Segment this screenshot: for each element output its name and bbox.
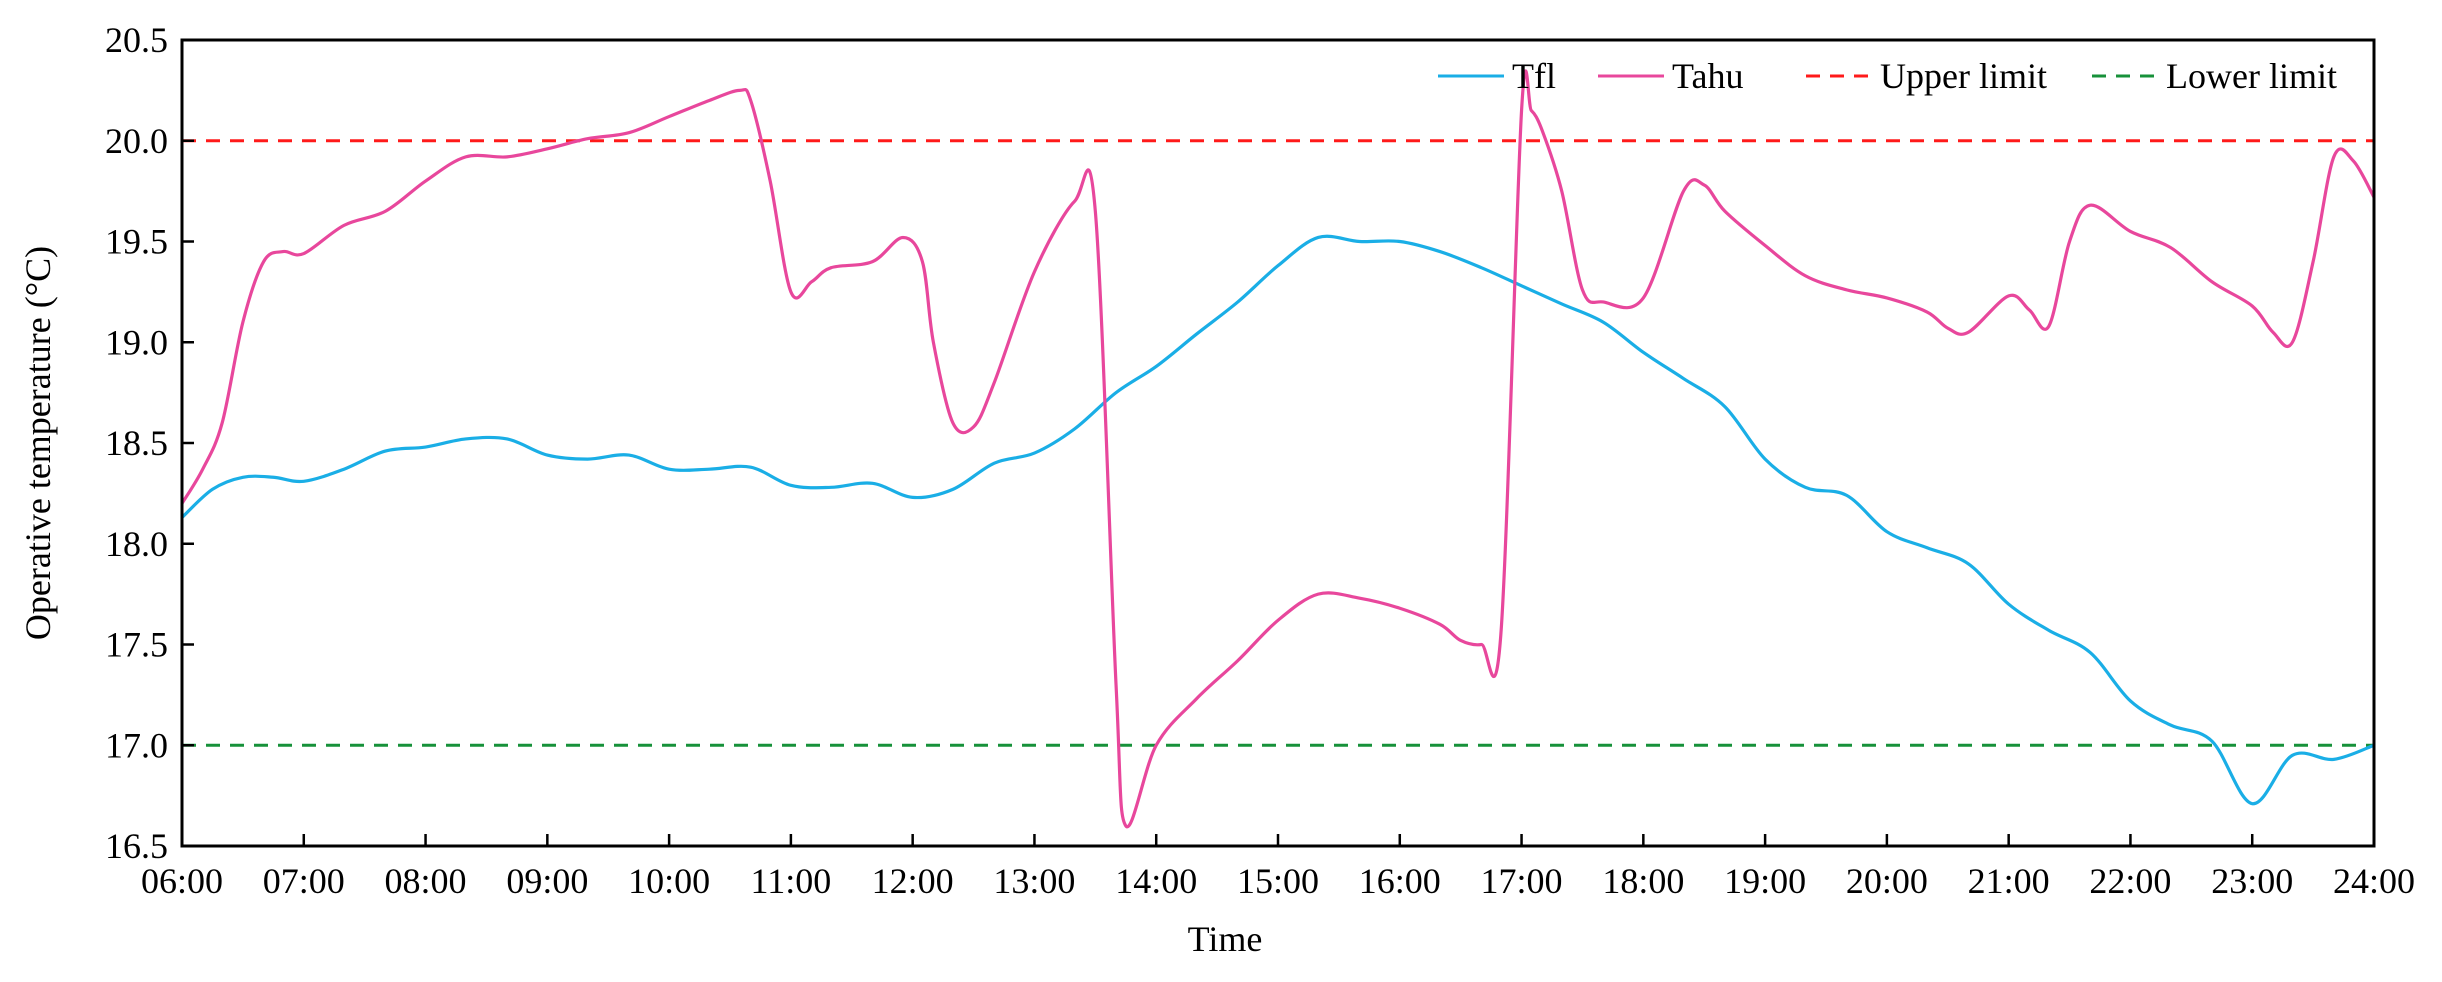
x-tick-label: 10:00 bbox=[628, 861, 710, 901]
legend-label: Tahu bbox=[1672, 56, 1743, 96]
legend-item-tfl: Tfl bbox=[1438, 56, 1556, 96]
legend-label: Tfl bbox=[1512, 56, 1556, 96]
x-tick-label: 08:00 bbox=[385, 861, 467, 901]
x-tick-label: 17:00 bbox=[1481, 861, 1563, 901]
x-tick-label: 23:00 bbox=[2211, 861, 2293, 901]
x-tick-label: 22:00 bbox=[2089, 861, 2171, 901]
legend-item-lower-limit: Lower limit bbox=[2092, 56, 2337, 96]
legend: Tfl Tahu Upper limit Lower limit bbox=[1438, 56, 2337, 96]
limit-lines bbox=[182, 139, 2374, 747]
series-line-tahu bbox=[182, 69, 2374, 829]
legend-item-upper-limit: Upper limit bbox=[1806, 56, 2047, 96]
x-tick-label: 09:00 bbox=[506, 861, 588, 901]
series-line-tfl bbox=[182, 234, 2374, 806]
y-tick-label: 17.0 bbox=[105, 725, 168, 765]
y-tick-label: 18.5 bbox=[105, 423, 168, 463]
x-tick-label: 18:00 bbox=[1602, 861, 1684, 901]
x-tick-label: 15:00 bbox=[1237, 861, 1319, 901]
x-tick-label: 14:00 bbox=[1115, 861, 1197, 901]
x-tick-label: 07:00 bbox=[263, 861, 345, 901]
y-tick-label: 17.5 bbox=[105, 625, 168, 665]
x-tick-label: 20:00 bbox=[1846, 861, 1928, 901]
y-tick-label: 20.5 bbox=[105, 20, 168, 60]
x-tick-label: 11:00 bbox=[751, 861, 832, 901]
x-tick-label: 19:00 bbox=[1724, 861, 1806, 901]
x-tick-label: 12:00 bbox=[872, 861, 954, 901]
series-lines bbox=[182, 69, 2374, 829]
x-tick-label: 21:00 bbox=[1968, 861, 2050, 901]
x-tick-label: 13:00 bbox=[993, 861, 1075, 901]
x-tick-label: 06:00 bbox=[141, 861, 223, 901]
y-tick-label: 19.5 bbox=[105, 222, 168, 262]
legend-item-tahu: Tahu bbox=[1598, 56, 1743, 96]
y-tick-label: 19.0 bbox=[105, 322, 168, 362]
legend-label: Lower limit bbox=[2166, 56, 2337, 96]
plot-area-frame bbox=[180, 38, 2376, 848]
y-tick-label: 16.5 bbox=[105, 826, 168, 866]
y-axis-ticks: 16.5 17.0 17.5 18.0 18.5 19.0 19.5 20.0 20.5 bbox=[105, 20, 194, 866]
legend-label: Upper limit bbox=[1880, 56, 2047, 96]
y-tick-label: 20.0 bbox=[105, 121, 168, 161]
x-axis-ticks: 06:00 07:00 08:00 09:00 10:00 11:00 12:00 13:00… bbox=[141, 834, 2415, 901]
x-tick-label: 16:00 bbox=[1359, 861, 1441, 901]
y-axis-title: Operative temperature (°C) bbox=[18, 246, 58, 640]
x-tick-label: 24:00 bbox=[2333, 861, 2415, 901]
x-axis-title: Time bbox=[1188, 919, 1263, 959]
y-tick-label: 18.0 bbox=[105, 524, 168, 564]
